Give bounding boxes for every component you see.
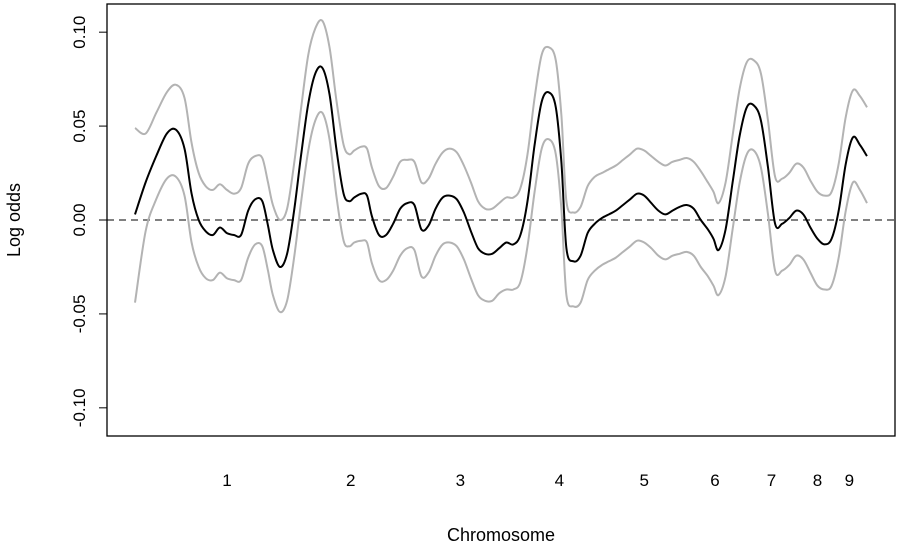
x-axis-title: Chromosome bbox=[447, 525, 555, 545]
lower-bound-line bbox=[134, 110, 868, 314]
chromosome-label-1: 1 bbox=[222, 471, 231, 490]
chromosome-label-4: 4 bbox=[555, 471, 564, 490]
x-axis-chromosome-labels: 1 2 3 4 5 6 7 8 9 bbox=[222, 471, 854, 490]
series-group bbox=[134, 18, 868, 314]
chromosome-label-2: 2 bbox=[346, 471, 355, 490]
chromosome-label-3: 3 bbox=[456, 471, 465, 490]
y-tick-label: 0.10 bbox=[70, 16, 89, 49]
chromosome-label-6: 6 bbox=[710, 471, 719, 490]
plot-frame bbox=[106, 3, 896, 437]
chromosome-label-5: 5 bbox=[639, 471, 648, 490]
chromosome-label-9: 9 bbox=[845, 471, 854, 490]
upper-bound-line bbox=[134, 18, 868, 222]
y-axis: -0.10 -0.05 0.00 0.05 0.10 bbox=[70, 16, 108, 427]
y-tick-label: 0.00 bbox=[70, 203, 89, 236]
y-axis-title: Log odds bbox=[4, 183, 24, 257]
chromosome-label-8: 8 bbox=[813, 471, 822, 490]
y-tick-label: 0.05 bbox=[70, 110, 89, 143]
y-tick-label: -0.05 bbox=[70, 295, 89, 334]
estimate-line bbox=[134, 65, 868, 269]
chromosome-label-7: 7 bbox=[767, 471, 776, 490]
y-tick-label: -0.10 bbox=[70, 388, 89, 427]
